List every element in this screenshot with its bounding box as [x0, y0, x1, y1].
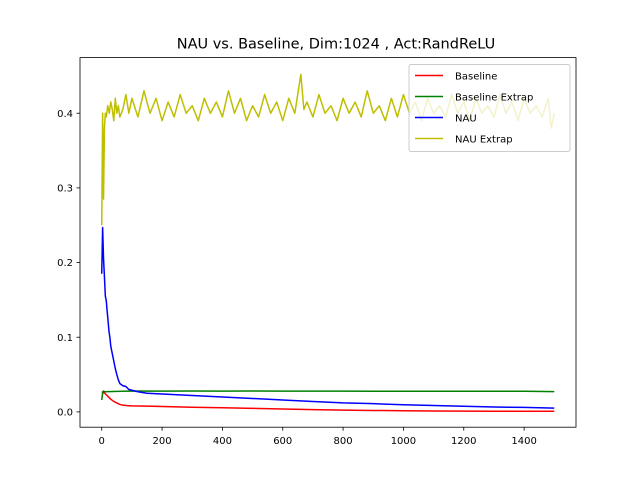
x-tick-label: 800	[334, 436, 353, 447]
legend-label: NAU	[455, 114, 477, 125]
legend-label: NAU Extrap	[455, 135, 513, 146]
series-line-2	[100, 390, 555, 401]
series-line-3	[100, 226, 555, 409]
y-tick-label: 0.2	[57, 258, 73, 269]
legend: Baseline Baseline Extrap NAU NAU Extrap	[408, 64, 571, 152]
series-layer	[100, 73, 556, 413]
y-tick-label: 0.1	[57, 333, 73, 344]
axis-layer: 0 200 400 600 800 1000 1200 1400 0.0 0.1 0.2 0.3 0.4	[57, 109, 537, 447]
x-tick-label: 200	[153, 436, 172, 447]
y-tick-label: 0.0	[57, 407, 73, 418]
x-tick-label: 600	[273, 436, 292, 447]
x-tick-label: 1000	[391, 436, 416, 447]
y-tick-label: 0.3	[57, 183, 73, 194]
chart-title: NAU vs. Baseline, Dim:1024 , Act:RandReL…	[177, 37, 496, 53]
x-tick-label: 0	[99, 436, 105, 447]
y-tick-label: 0.4	[57, 109, 73, 120]
legend-label: Baseline Extrap	[455, 93, 533, 104]
legend-box	[408, 64, 571, 152]
x-tick-label: 1200	[451, 436, 476, 447]
plot-frame	[79, 57, 577, 428]
x-tick-label: 400	[213, 436, 232, 447]
x-tick-label: 1400	[511, 436, 536, 447]
series-line-1	[101, 391, 555, 413]
legend-label: Baseline	[455, 72, 497, 83]
